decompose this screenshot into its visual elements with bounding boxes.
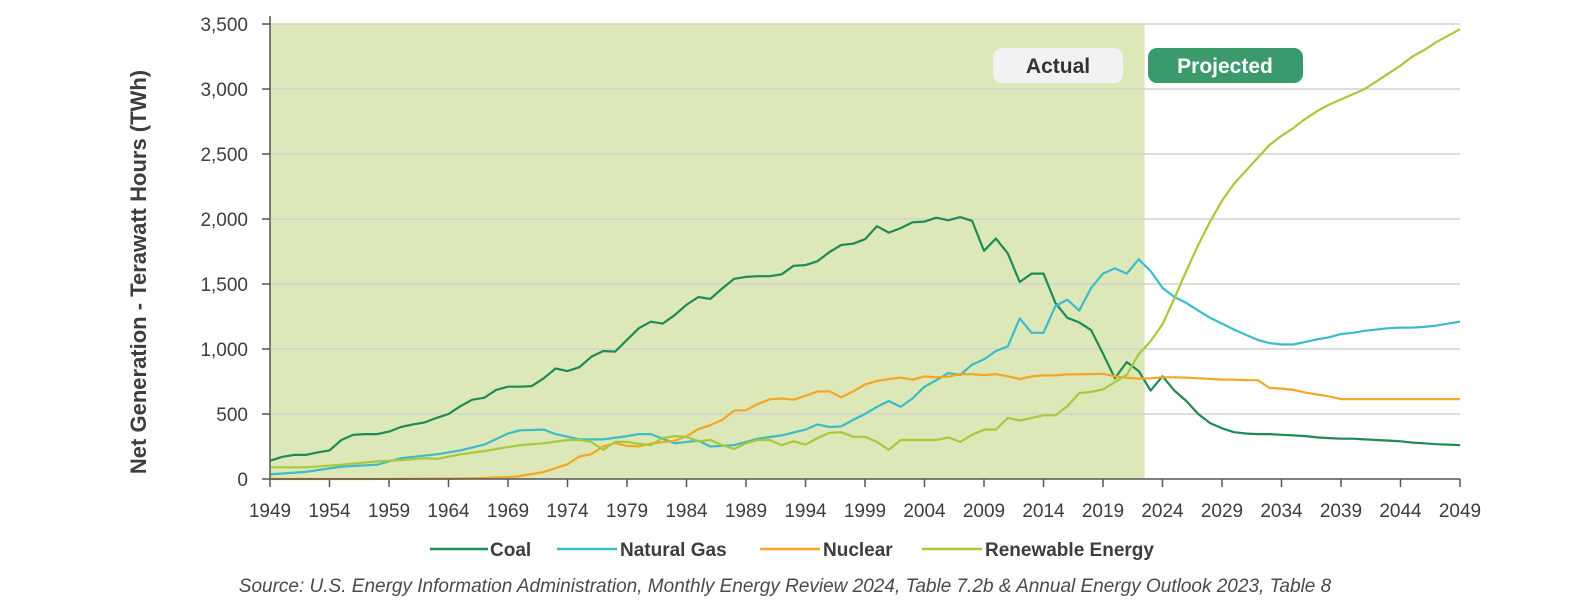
x-tick-label: 1999 [844, 501, 886, 522]
projected-badge: Projected [1148, 48, 1303, 83]
x-tick-label: 2014 [1022, 501, 1065, 522]
x-tick-label: 1964 [427, 501, 470, 522]
series-line-natural-gas [269, 258, 1461, 476]
y-tick-label: 1,500 [200, 275, 248, 296]
x-tick-label: 2039 [1320, 501, 1362, 522]
x-tick-label: 1954 [308, 501, 351, 522]
y-tick-label: 1,000 [200, 340, 248, 361]
x-tick-label: 2009 [963, 501, 1005, 522]
x-tick-label: 2004 [903, 501, 946, 522]
y-tick-label: 3,500 [200, 15, 248, 36]
y-axis-ticks: 0 500 1,000 1,500 2,000 2,500 3,000 3,500 [200, 15, 270, 491]
x-axis-ticks: 1949 1954 1959 1964 1969 1974 1979 1984 1989 1994… [249, 479, 1481, 522]
y-tick-label: 0 [237, 470, 248, 491]
x-tick-label: 1984 [665, 501, 708, 522]
x-tick-label: 1969 [487, 501, 529, 522]
legend-label-natural-gas: Natural Gas [620, 540, 727, 561]
series-lines [269, 28, 1461, 481]
x-tick-label: 1949 [249, 501, 291, 522]
x-tick-label: 2044 [1379, 501, 1422, 522]
series-line-coal [269, 216, 1461, 462]
x-tick-label: 2019 [1082, 501, 1124, 522]
legend-label-nuclear: Nuclear [823, 540, 893, 561]
actual-badge: Actual [993, 48, 1123, 83]
x-tick-label: 1974 [546, 501, 589, 522]
source-note: Source: U.S. Energy Information Administ… [239, 576, 1332, 597]
x-tick-label: 2024 [1141, 501, 1184, 522]
x-tick-label: 2049 [1439, 501, 1481, 522]
series-line-renewable-energy [270, 28, 1461, 469]
y-tick-label: 3,000 [200, 80, 248, 101]
x-tick-label: 2029 [1201, 501, 1243, 522]
actual-badge-label: Actual [1026, 55, 1090, 78]
y-axis-label: Net Generation - Terawatt Hours (TWh) [126, 70, 151, 474]
legend: Coal Natural Gas Nuclear Renewable Energy [430, 540, 1154, 561]
x-tick-label: 1994 [784, 501, 827, 522]
gridlines [270, 23, 1460, 415]
actual-period-shade [270, 24, 1145, 479]
projected-badge-label: Projected [1177, 55, 1273, 78]
y-tick-label: 2,500 [200, 145, 248, 166]
x-tick-label: 1979 [606, 501, 648, 522]
x-tick-label: 2034 [1260, 501, 1303, 522]
legend-label-renewable-energy: Renewable Energy [985, 540, 1154, 561]
x-tick-label: 1959 [368, 501, 410, 522]
y-tick-label: 2,000 [200, 210, 248, 231]
series-line-nuclear [270, 372, 1460, 481]
x-tick-label: 1989 [725, 501, 767, 522]
y-tick-label: 500 [216, 405, 248, 426]
legend-label-coal: Coal [490, 540, 531, 561]
